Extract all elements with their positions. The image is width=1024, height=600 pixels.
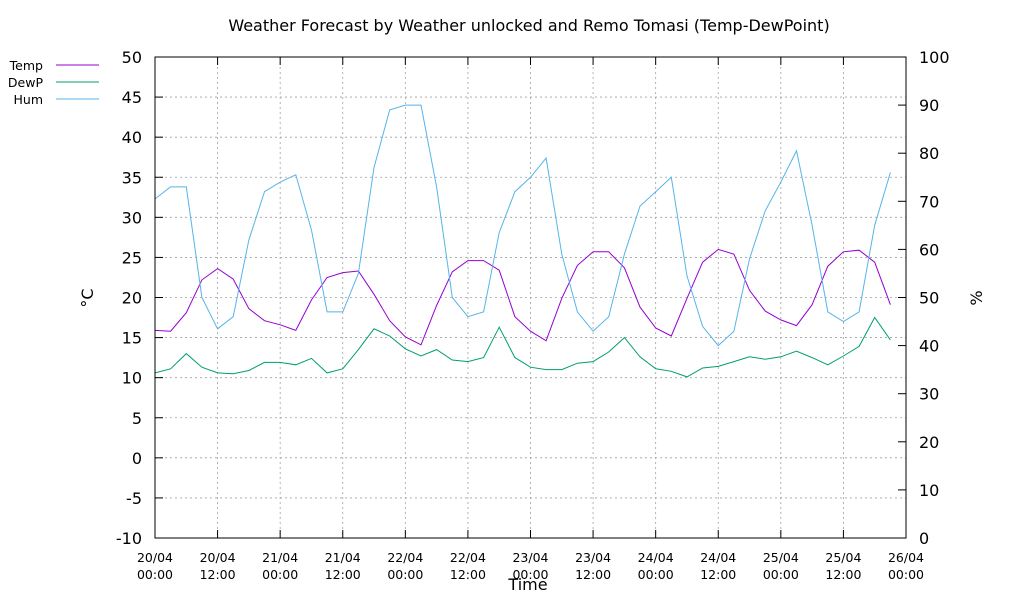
y-tick-label: 20 [122, 289, 142, 308]
legend-label-hum: Hum [14, 92, 44, 107]
x-tick-label-date: 22/04 [450, 550, 486, 565]
x-tick-label-time: 00:00 [512, 567, 548, 582]
x-tick-label-date: 21/04 [262, 550, 298, 565]
y-axis-label: °C [78, 288, 97, 307]
x-tick-label-date: 25/04 [763, 550, 799, 565]
y2-tick-label: 50 [919, 289, 939, 308]
legend-label-temp: Temp [9, 58, 43, 73]
y2-tick-label: 20 [919, 433, 939, 452]
x-tick-label-time: 12:00 [200, 567, 236, 582]
x-tick-label-time: 12:00 [700, 567, 736, 582]
chart-title: Weather Forecast by Weather unlocked and… [228, 16, 829, 35]
x-tick-label-date: 20/04 [137, 550, 173, 565]
x-tick-label-date: 26/04 [888, 550, 924, 565]
x-tick-label-time: 12:00 [325, 567, 361, 582]
y-tick-label: 40 [122, 128, 142, 147]
x-tick-label-date: 24/04 [638, 550, 674, 565]
tick-layer: -10 -5 0 5 10 15 20 25 30 35 40 45 50 0 10 20 30 40 50 60 70… [116, 48, 950, 582]
y-tick-label: 50 [122, 48, 142, 67]
y2-tick-label: 100 [919, 48, 950, 67]
x-tick-label-date: 20/04 [200, 550, 236, 565]
x-tick-label-date: 22/04 [387, 550, 423, 565]
y-tick-label: 45 [122, 88, 142, 107]
y2-tick-label: 40 [919, 337, 939, 356]
y-tick-label: 10 [122, 369, 142, 388]
x-tick-label-date: 24/04 [700, 550, 736, 565]
x-tick-label-time: 12:00 [575, 567, 611, 582]
series-layer [154, 104, 891, 378]
y-tick-label: 5 [132, 409, 142, 428]
x-tick-label-time: 00:00 [137, 567, 173, 582]
y2-tick-label: 90 [919, 96, 939, 115]
x-tick-label-time: 00:00 [888, 567, 924, 582]
y2-tick-label: 10 [919, 481, 939, 500]
y-tick-label: 0 [132, 449, 142, 468]
y2-tick-label: 80 [919, 144, 939, 163]
series-line-hum [154, 104, 891, 347]
y2-tick-label: 0 [919, 529, 929, 548]
y-tick-label: 30 [122, 208, 142, 227]
x-tick-label-time: 00:00 [387, 567, 423, 582]
y-tick-label: -5 [126, 489, 142, 508]
x-tick-label-date: 25/04 [825, 550, 861, 565]
x-tick-label-time: 00:00 [262, 567, 298, 582]
x-axis-label: Time [507, 575, 547, 594]
x-tick-label-date: 21/04 [325, 550, 361, 565]
legend: Temp DewP Hum [8, 58, 99, 107]
x-tick-label-time: 12:00 [825, 567, 861, 582]
y-tick-label: 15 [122, 329, 142, 348]
y2-tick-label: 60 [919, 240, 939, 259]
x-tick-label-date: 23/04 [575, 550, 611, 565]
x-tick-label-time: 00:00 [763, 567, 799, 582]
y2-axis-label: % [967, 290, 986, 305]
y-tick-label: 35 [122, 168, 142, 187]
legend-label-dewp: DewP [8, 75, 44, 90]
grid-layer [155, 57, 906, 538]
y-tick-label: 25 [122, 248, 142, 267]
y2-tick-label: 30 [919, 385, 939, 404]
series-line-dewp [154, 316, 891, 378]
series-line-temp [154, 248, 891, 346]
y-tick-label: -10 [116, 529, 142, 548]
x-tick-label-time: 00:00 [638, 567, 674, 582]
y2-tick-label: 70 [919, 192, 939, 211]
x-tick-label-date: 23/04 [512, 550, 548, 565]
x-tick-label-time: 12:00 [450, 567, 486, 582]
